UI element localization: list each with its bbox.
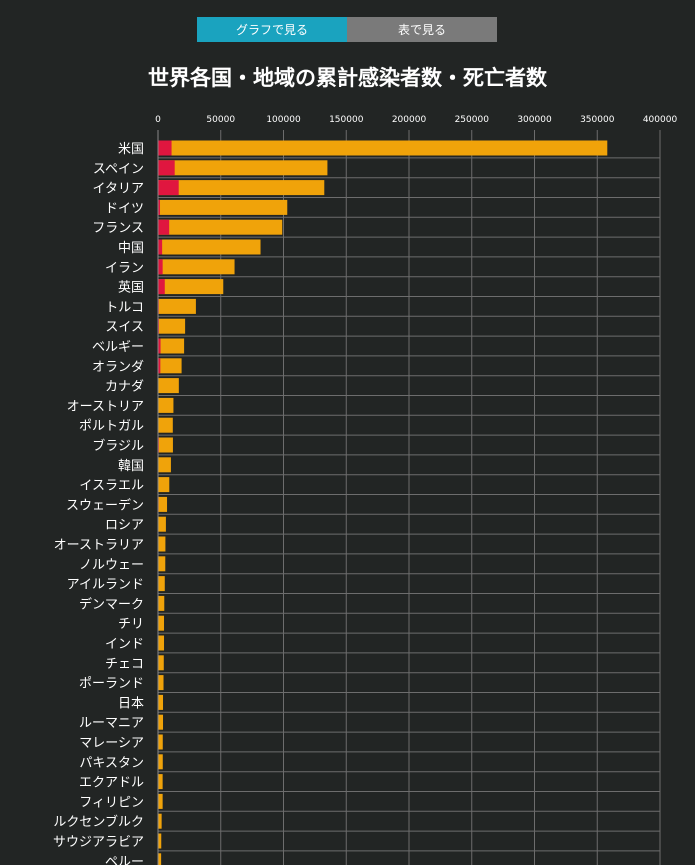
- category-label: 日本: [118, 696, 144, 711]
- confirmed-bar: [158, 734, 163, 750]
- confirmed-bar: [158, 417, 173, 433]
- category-label: サウジアラビア: [53, 835, 144, 850]
- confirmed-bar: [158, 338, 185, 354]
- confirmed-bar: [158, 536, 166, 552]
- category-label: ノルウェー: [79, 558, 144, 573]
- confirmed-bar: [158, 358, 182, 374]
- category-label: マレーシア: [79, 736, 144, 751]
- category-label: アイルランド: [67, 578, 144, 593]
- deaths-bar: [158, 160, 175, 176]
- x-tick-label: 150000: [329, 115, 364, 125]
- confirmed-bar: [158, 793, 163, 809]
- confirmed-bar: [158, 615, 165, 631]
- confirmed-bar: [158, 556, 166, 572]
- category-label: オーストラリア: [54, 538, 144, 553]
- category-label: トルコ: [105, 300, 144, 315]
- confirmed-bar: [158, 595, 165, 611]
- category-label: 米国: [118, 142, 144, 157]
- x-tick-label: 0: [155, 115, 161, 125]
- x-tick-label: 350000: [580, 115, 615, 125]
- confirmed-bar: [158, 457, 171, 473]
- view-toggle: グラフで見る 表で見る: [197, 17, 497, 42]
- confirmed-bar: [158, 239, 261, 255]
- confirmed-bar: [158, 833, 162, 849]
- category-label: オランダ: [92, 360, 144, 375]
- category-label: ルクセンブルク: [53, 814, 144, 830]
- category-label: 英国: [118, 281, 144, 296]
- x-tick-label: 400000: [643, 115, 678, 125]
- category-label: デンマーク: [79, 596, 144, 612]
- confirmed-bar: [158, 397, 174, 413]
- category-label: ドイツ: [105, 201, 144, 216]
- confirmed-bar: [158, 675, 164, 691]
- deaths-bar: [158, 140, 172, 156]
- category-label: イスラエル: [79, 479, 144, 494]
- category-label: エクアドル: [79, 776, 144, 791]
- confirmed-bar: [158, 813, 162, 829]
- confirmed-bar: [158, 635, 165, 651]
- category-label: ポルトガル: [79, 419, 144, 434]
- confirmed-bar: [158, 853, 162, 865]
- confirmed-bar: [158, 219, 283, 235]
- confirmed-bar: [158, 655, 164, 671]
- confirmed-bar: [158, 754, 163, 770]
- confirmed-bar: [158, 298, 196, 314]
- category-label: イタリア: [93, 182, 144, 197]
- category-label: スウェーデン: [66, 497, 144, 513]
- deaths-bar: [158, 279, 165, 295]
- confirmed-bar: [158, 180, 325, 196]
- deaths-bar: [158, 180, 179, 196]
- deaths-bar: [158, 239, 163, 255]
- category-label: インド: [105, 637, 144, 652]
- confirmed-bar: [158, 378, 179, 394]
- category-label: ペルー: [105, 855, 144, 865]
- confirmed-bar: [158, 160, 328, 176]
- category-label: フランス: [92, 221, 144, 236]
- category-label: ルーマニア: [79, 716, 144, 731]
- deaths-bar: [158, 219, 170, 235]
- chart-title: 世界各国・地域の累計感染者数・死亡者数: [148, 66, 547, 90]
- category-label: オーストリア: [67, 399, 144, 414]
- confirmed-bar: [158, 694, 164, 710]
- tab-graph-view[interactable]: グラフで見る: [197, 17, 347, 42]
- category-label: チリ: [118, 617, 144, 632]
- category-label: ベルギー: [92, 340, 144, 355]
- category-label: スイス: [105, 320, 144, 335]
- category-label: ブラジル: [92, 438, 144, 454]
- confirmed-bar: [158, 774, 163, 790]
- confirmed-bar: [158, 140, 608, 156]
- deaths-bar: [158, 259, 163, 275]
- confirmed-bar: [158, 477, 170, 493]
- confirmed-bar: [158, 516, 166, 532]
- category-label: カナダ: [105, 380, 144, 395]
- category-label: パキスタン: [79, 756, 144, 771]
- x-tick-label: 250000: [455, 115, 490, 125]
- deaths-bar: [158, 199, 161, 215]
- deaths-bar: [158, 358, 161, 374]
- deaths-bar: [158, 338, 161, 354]
- confirmed-bar: [158, 576, 165, 592]
- category-label: イラン: [105, 261, 144, 276]
- confirmed-bar: [158, 259, 235, 275]
- category-label: チェコ: [105, 657, 144, 672]
- confirmed-bar: [158, 437, 173, 453]
- tab-table-view[interactable]: 表で見る: [347, 17, 497, 42]
- x-tick-label: 300000: [517, 115, 552, 125]
- confirmed-bar: [158, 318, 186, 334]
- confirmed-bar: [158, 496, 168, 512]
- x-tick-label: 100000: [266, 115, 301, 125]
- x-tick-label: 50000: [206, 115, 235, 125]
- confirmed-bar: [158, 199, 288, 215]
- category-label: スペイン: [93, 162, 144, 177]
- category-label: フィリピン: [79, 795, 144, 810]
- confirmed-bar: [158, 279, 224, 295]
- confirmed-bar: [158, 714, 164, 730]
- x-tick-label: 200000: [392, 115, 427, 125]
- category-label: ポーランド: [79, 677, 144, 692]
- category-label: 韓国: [118, 459, 144, 474]
- category-label: ロシア: [105, 518, 144, 533]
- category-label: 中国: [118, 241, 144, 256]
